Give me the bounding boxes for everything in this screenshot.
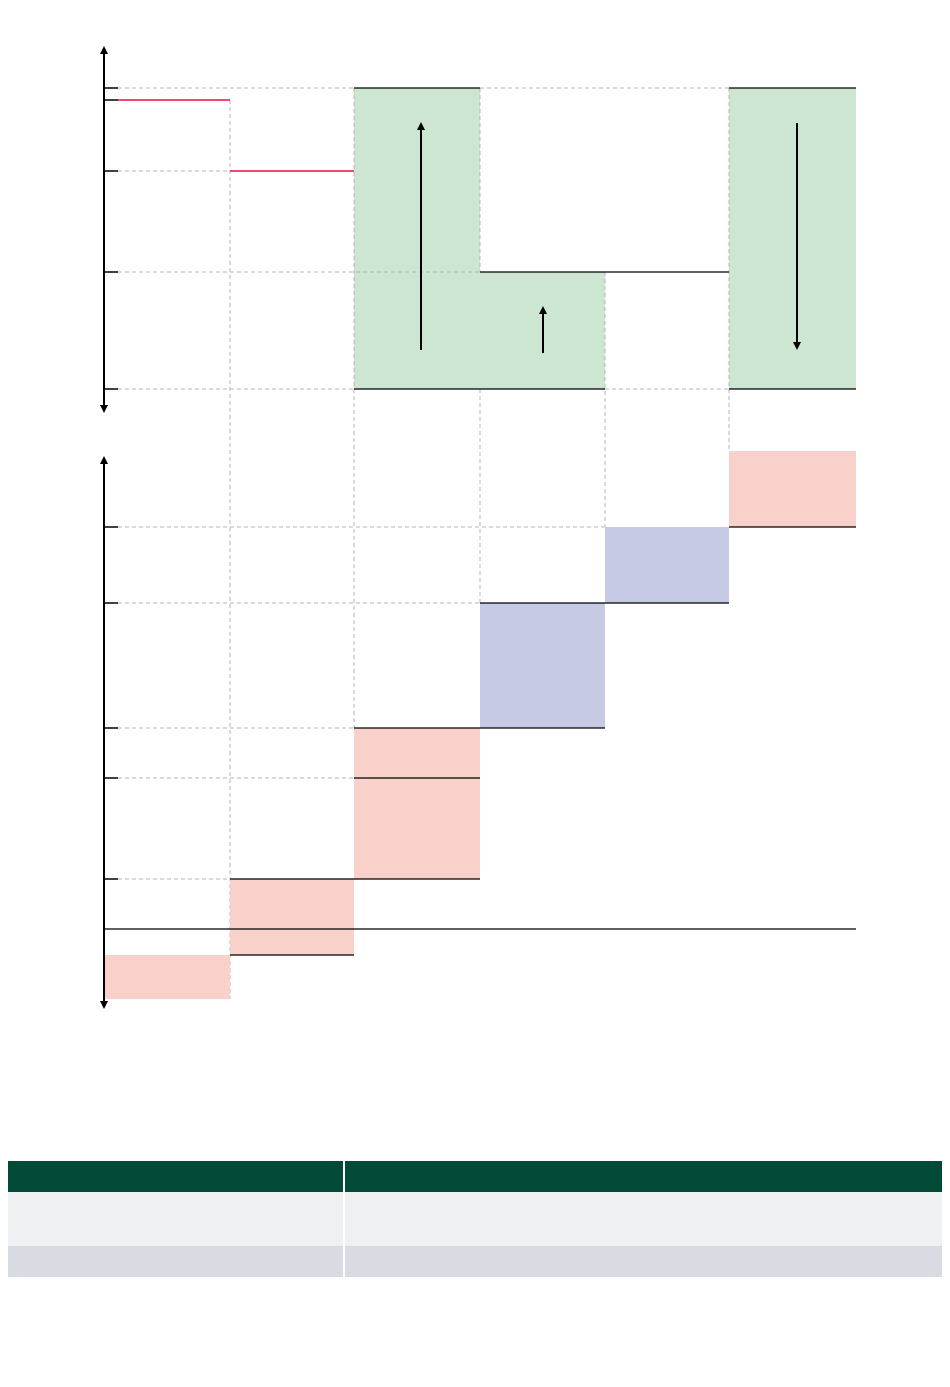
lavender-block — [605, 527, 729, 603]
lavender-block — [480, 603, 605, 728]
table-header-row — [8, 1161, 942, 1192]
pink-block — [729, 451, 856, 527]
bottom-dashed-guides — [118, 526, 605, 880]
table-header-cell — [344, 1161, 942, 1192]
top-panel — [100, 46, 856, 999]
pink-block — [354, 728, 480, 879]
table-cell — [8, 1192, 345, 1246]
legend-table — [8, 1161, 942, 1277]
pink-block — [104, 955, 230, 999]
diagram — [100, 46, 856, 1009]
top-solid-lines — [354, 87, 856, 390]
table-cell — [8, 1246, 345, 1277]
table-cell — [344, 1192, 942, 1246]
table-header-cell — [8, 1161, 345, 1192]
green-bar-col6 — [729, 88, 856, 389]
top-dashed-guides — [118, 87, 730, 999]
bottom-solid-lines — [104, 526, 856, 956]
table-row — [8, 1192, 942, 1246]
table-row — [8, 1246, 942, 1277]
pink-block — [230, 879, 354, 955]
bottom-axis-ticks — [104, 526, 118, 880]
top-axis-ticks — [104, 87, 118, 390]
green-bar-col3 — [354, 88, 480, 389]
table-cell — [344, 1246, 942, 1277]
bottom-panel — [100, 451, 856, 1009]
